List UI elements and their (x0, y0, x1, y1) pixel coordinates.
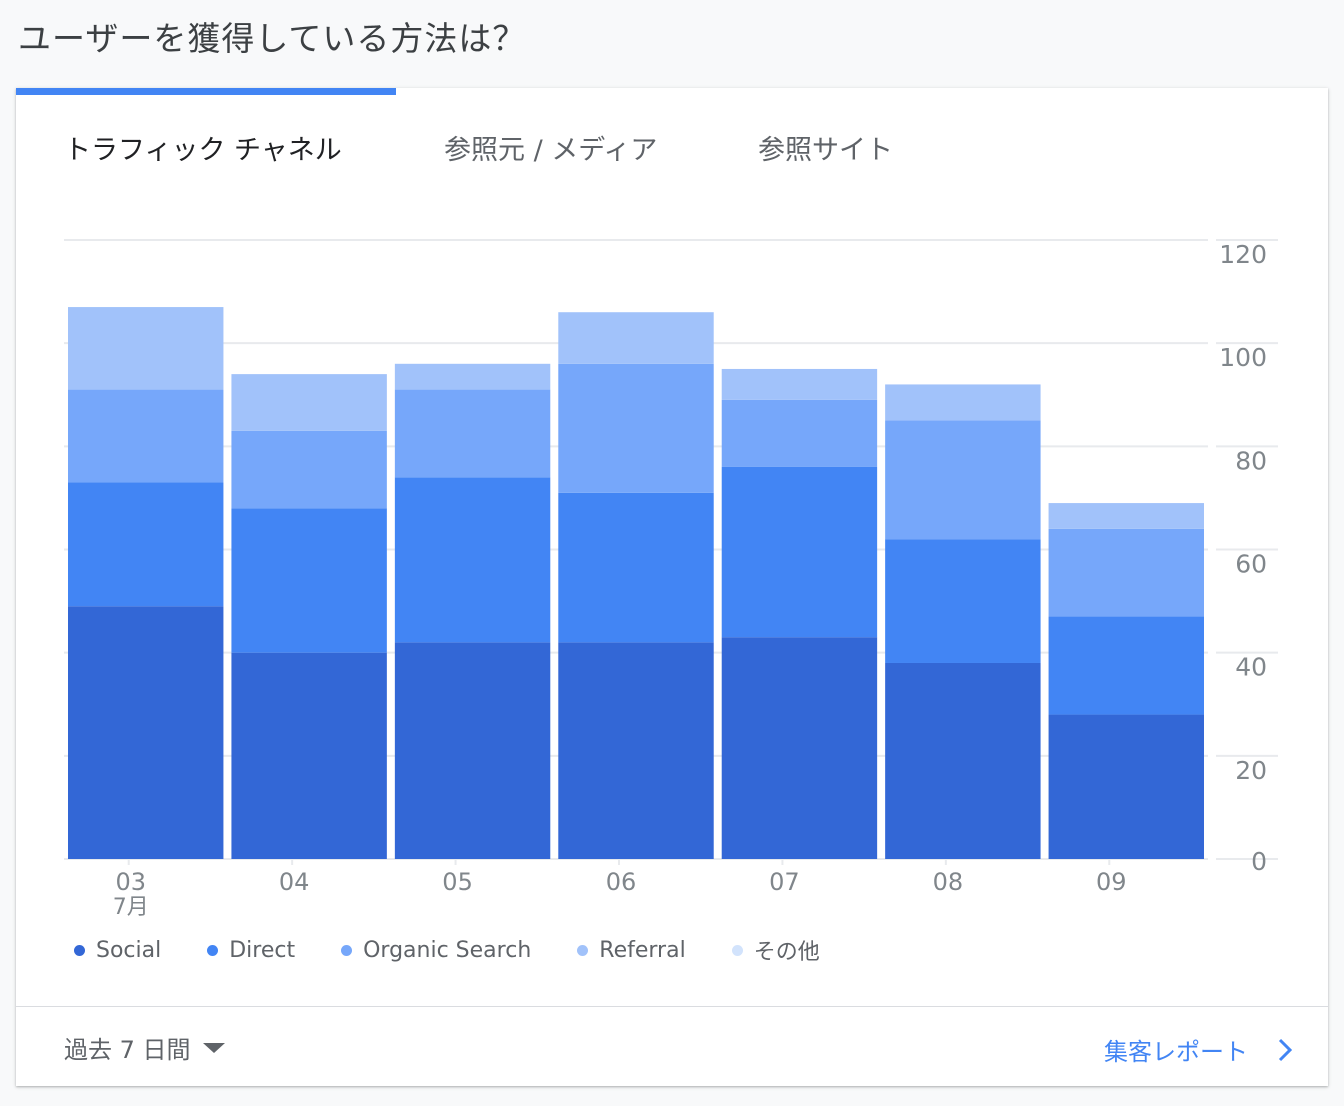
bar-direct-07[interactable] (721, 466, 878, 638)
bar-organic-search-03[interactable] (68, 389, 224, 483)
bar-direct-05[interactable] (394, 477, 551, 643)
bar-organic-search-04[interactable] (231, 430, 387, 509)
chart-legend: Social Direct Organic Search Referral その他 (74, 934, 866, 966)
legend-item[interactable]: Direct (207, 934, 295, 966)
legend-dot-icon (731, 944, 743, 956)
caret-down-icon (202, 1042, 225, 1053)
bar-social-05[interactable] (394, 642, 551, 859)
acquisition-report-link[interactable]: 集客レポート (1104, 1032, 1292, 1067)
bar-social-07[interactable] (721, 637, 878, 859)
tab-source-medium[interactable]: 参照元 / メディア (444, 135, 658, 166)
bar-organic-search-05[interactable] (394, 389, 551, 478)
legend-item[interactable]: Social (74, 934, 161, 966)
y-tick-label: 0 (1251, 847, 1267, 876)
date-range-label: 過去 7 日間 (64, 1036, 191, 1064)
x-tick-label: 07 (769, 868, 800, 896)
bar-referral-08[interactable] (885, 384, 1041, 421)
acquisition-card: トラフィック チャネル 参照元 / メディア 参照サイト 0 20 40 60 80 10… (16, 88, 1328, 1086)
bar-social-04[interactable] (231, 652, 387, 859)
bar-direct-04[interactable] (231, 508, 387, 653)
legend-dot-icon (577, 944, 589, 956)
x-tick-label: 09 (1096, 868, 1127, 896)
date-range-dropdown[interactable]: 過去 7 日間 (64, 1030, 225, 1065)
legend-dot-icon (207, 944, 219, 956)
legend-label: その他 (753, 940, 820, 965)
legend-item[interactable]: Organic Search (341, 934, 531, 966)
legend-item[interactable]: その他 (731, 934, 820, 966)
x-tick-label: 03 (115, 868, 146, 896)
x-tick-label: 06 (606, 868, 637, 896)
bar-referral-05[interactable] (394, 363, 551, 390)
legend-label: Organic Search (363, 937, 532, 963)
bar-referral-09[interactable] (1048, 503, 1204, 529)
bar-direct-08[interactable] (885, 539, 1041, 663)
bar-referral-04[interactable] (231, 374, 387, 431)
y-tick-label: 100 (1219, 343, 1267, 372)
x-tick-label: 05 (442, 868, 473, 896)
bar-organic-search-09[interactable] (1048, 528, 1204, 617)
bar-referral-07[interactable] (721, 368, 878, 400)
legend-label: Referral (599, 937, 686, 963)
x-tick-sublabel: 7月 (113, 895, 149, 920)
y-tick-label: 40 (1235, 653, 1267, 682)
acquisition-report-label: 集客レポート (1104, 1038, 1248, 1066)
bar-direct-09[interactable] (1048, 616, 1204, 715)
y-tick-label: 120 (1219, 240, 1267, 269)
active-tab-indicator (16, 88, 396, 95)
tab-referrals[interactable]: 参照サイト (758, 135, 893, 166)
bar-social-09[interactable] (1048, 714, 1204, 859)
bar-organic-search-07[interactable] (721, 399, 878, 467)
bar-social-08[interactable] (885, 662, 1041, 859)
bar-direct-03[interactable] (68, 482, 224, 607)
chevron-right-icon (1278, 1038, 1292, 1061)
bar-referral-06[interactable] (558, 312, 714, 364)
bar-social-03[interactable] (68, 606, 224, 859)
legend-item[interactable]: Referral (577, 934, 686, 966)
legend-dot-icon (341, 944, 353, 956)
bar-organic-search-08[interactable] (885, 420, 1041, 540)
y-tick-label: 20 (1235, 756, 1267, 785)
legend-dot-icon (74, 944, 85, 956)
x-tick-label: 04 (279, 868, 310, 896)
footer-divider (16, 1006, 1328, 1007)
y-tick-label: 80 (1235, 446, 1267, 475)
legend-label: Social (96, 937, 162, 963)
bar-referral-03[interactable] (68, 307, 224, 390)
y-tick-label: 60 (1235, 550, 1267, 579)
x-tick-label: 08 (933, 868, 964, 896)
legend-label: Direct (229, 937, 296, 963)
bar-organic-search-06[interactable] (558, 363, 714, 493)
bar-social-06[interactable] (558, 642, 714, 859)
page-title: ユーザーを獲得している方法は？ (18, 19, 527, 58)
tab-traffic-channel[interactable]: トラフィック チャネル (64, 135, 342, 166)
bar-direct-06[interactable] (558, 492, 714, 643)
